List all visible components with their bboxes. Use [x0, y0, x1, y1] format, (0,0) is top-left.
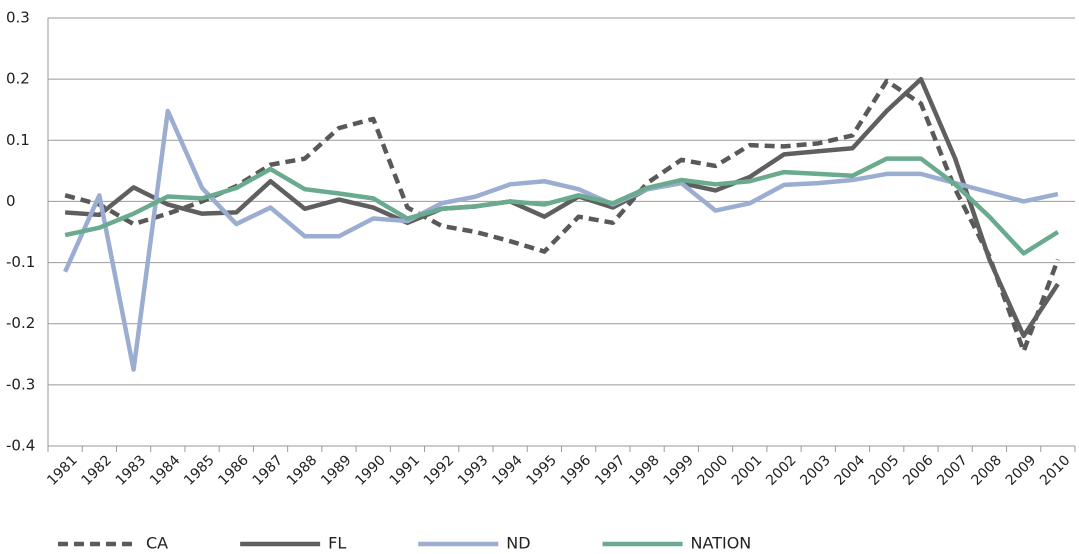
legend-label: NATION: [691, 534, 752, 553]
x-tick-label: 2006: [900, 452, 937, 489]
x-tick-label: 1986: [215, 452, 252, 489]
x-tick-label: 1983: [113, 452, 150, 489]
line-series: [64, 76, 1060, 339]
x-tick-label: 2004: [832, 452, 869, 489]
x-tick-label: 1988: [284, 452, 321, 489]
legend-label: CA: [146, 534, 168, 553]
x-tick-label: 1989: [318, 452, 355, 489]
x-tick-label: 2002: [763, 452, 800, 489]
y-tick-label: -0.1: [6, 253, 35, 271]
x-tick-label: 1984: [147, 452, 184, 489]
x-tick-label: 2001: [729, 452, 766, 489]
x-tick-label: 2009: [1003, 452, 1040, 489]
x-tick-label: 1993: [455, 452, 492, 489]
y-tick-label: 0.3: [6, 9, 30, 27]
x-tick-label: 1987: [250, 452, 287, 489]
x-tick-label: 1994: [489, 452, 526, 489]
x-tick-label: 1992: [421, 452, 458, 489]
y-tick-label: -0.2: [6, 314, 35, 332]
x-tick-label: 1999: [660, 452, 697, 489]
x-tick-label: 2000: [695, 452, 732, 489]
legend-label: FL: [328, 534, 346, 553]
x-tick-label: 1998: [626, 452, 663, 489]
x-tick-label: 1997: [592, 452, 629, 489]
line-series: [63, 108, 1059, 372]
x-tick-label: 1995: [524, 452, 561, 489]
x-tick-label: 2008: [969, 452, 1006, 489]
y-tick-label: 0.2: [6, 70, 30, 88]
line-series: [64, 78, 1060, 354]
x-tick-label: 1985: [181, 452, 218, 489]
legend-label: ND: [506, 534, 530, 553]
y-tick-label: -0.3: [6, 375, 35, 393]
x-tick-label: 2010: [1037, 452, 1074, 489]
y-tick-label: 0: [6, 192, 16, 210]
line-series: [64, 156, 1060, 256]
y-tick-label: -0.4: [6, 437, 35, 455]
x-tick-label: 2005: [866, 452, 903, 489]
y-tick-label: 0.1: [6, 131, 30, 149]
x-tick-label: 1996: [558, 452, 595, 489]
x-tick-label: 1990: [352, 452, 389, 489]
x-tick-label: 1991: [387, 452, 424, 489]
x-tick-label: 2007: [934, 452, 971, 489]
x-tick-label: 1982: [78, 452, 115, 489]
x-tick-label: 2003: [797, 452, 834, 489]
x-tick-label: 1981: [44, 452, 81, 489]
